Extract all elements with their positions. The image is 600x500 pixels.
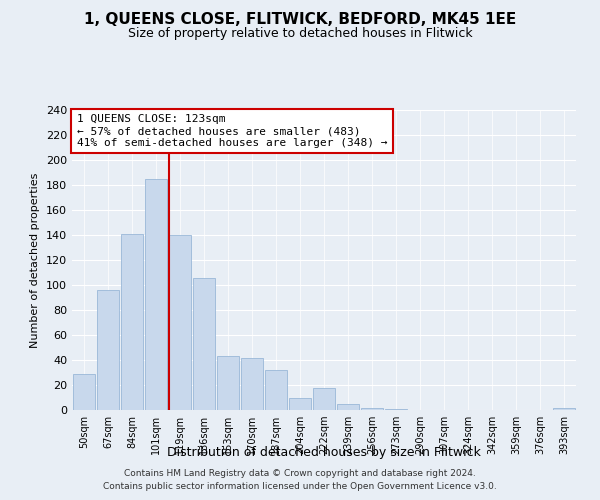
Bar: [73, 374, 95, 410]
Text: 1 QUEENS CLOSE: 123sqm
← 57% of detached houses are smaller (483)
41% of semi-de: 1 QUEENS CLOSE: 123sqm ← 57% of detached…: [77, 114, 388, 148]
Text: Contains public sector information licensed under the Open Government Licence v3: Contains public sector information licen…: [103, 482, 497, 491]
Bar: [217, 356, 239, 410]
Bar: [193, 278, 215, 410]
Y-axis label: Number of detached properties: Number of detached properties: [31, 172, 40, 348]
Bar: [169, 235, 191, 410]
Bar: [145, 179, 167, 410]
Text: 1, QUEENS CLOSE, FLITWICK, BEDFORD, MK45 1EE: 1, QUEENS CLOSE, FLITWICK, BEDFORD, MK45…: [84, 12, 516, 28]
Bar: [361, 408, 383, 410]
Bar: [241, 358, 263, 410]
Bar: [385, 409, 407, 410]
Bar: [97, 290, 119, 410]
Bar: [265, 370, 287, 410]
Bar: [289, 398, 311, 410]
Bar: [121, 234, 143, 410]
Text: Size of property relative to detached houses in Flitwick: Size of property relative to detached ho…: [128, 28, 472, 40]
Bar: [313, 388, 335, 410]
Bar: [553, 408, 575, 410]
Text: Distribution of detached houses by size in Flitwick: Distribution of detached houses by size …: [167, 446, 481, 459]
Text: Contains HM Land Registry data © Crown copyright and database right 2024.: Contains HM Land Registry data © Crown c…: [124, 468, 476, 477]
Bar: [337, 404, 359, 410]
